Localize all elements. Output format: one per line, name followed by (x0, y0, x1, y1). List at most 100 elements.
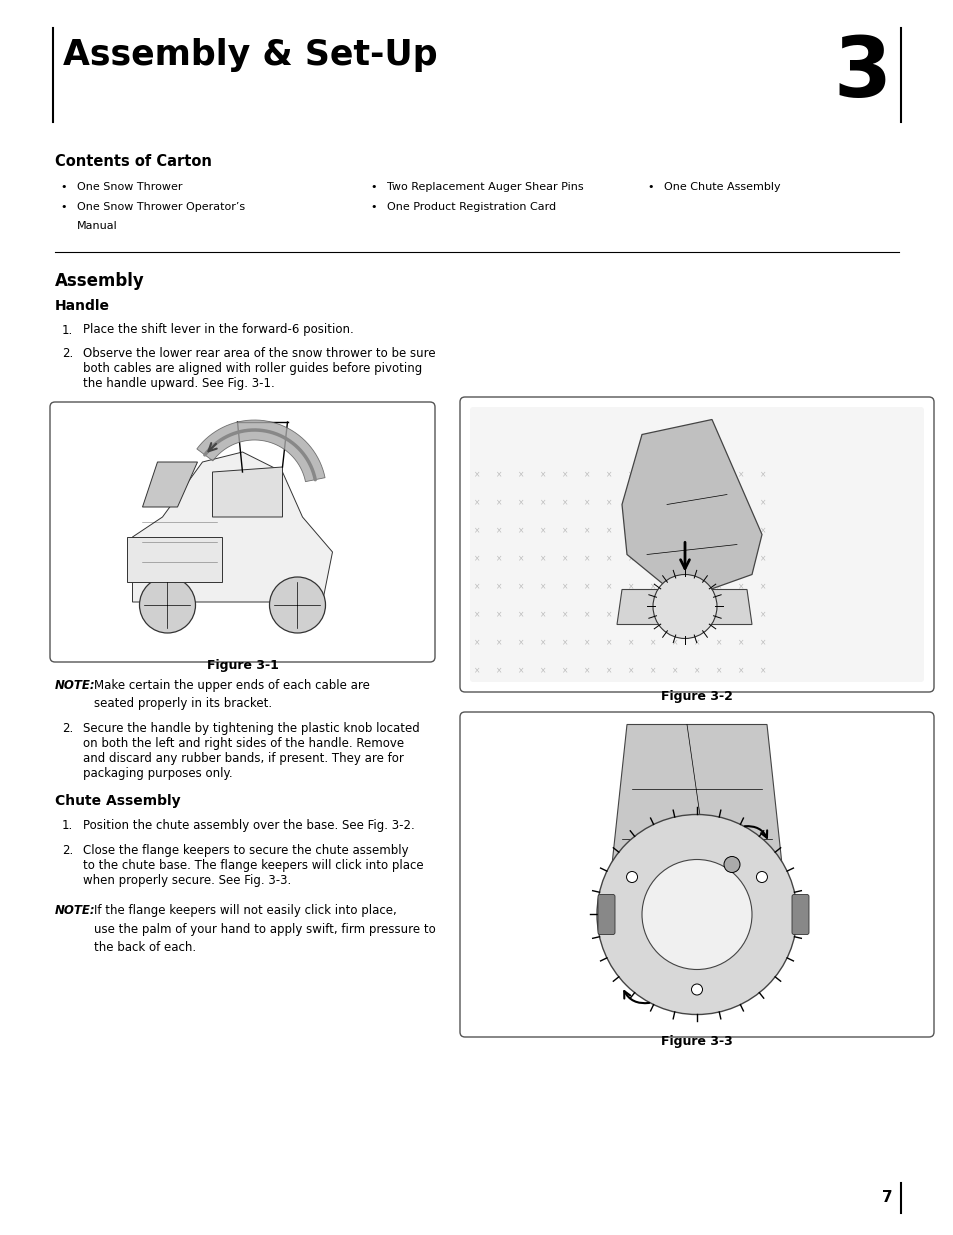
Text: ×: × (561, 555, 568, 563)
Text: ×: × (759, 610, 765, 619)
Text: Figure 3-2: Figure 3-2 (660, 690, 732, 703)
Text: 2.: 2. (62, 722, 73, 735)
Text: If the flange keepers will not easily click into place,: If the flange keepers will not easily cl… (93, 904, 395, 918)
Text: ×: × (517, 638, 523, 647)
Text: ×: × (649, 555, 656, 563)
Text: NOTE:: NOTE: (55, 679, 95, 692)
Text: Figure 3-3: Figure 3-3 (660, 1035, 732, 1049)
Text: Figure 3-1: Figure 3-1 (207, 659, 278, 672)
Text: ×: × (561, 471, 568, 479)
Text: ×: × (649, 610, 656, 619)
Text: ×: × (693, 610, 700, 619)
Text: ×: × (561, 666, 568, 676)
Text: ×: × (539, 666, 546, 676)
Text: ×: × (759, 582, 765, 592)
Circle shape (641, 860, 751, 969)
Text: ×: × (671, 555, 678, 563)
Text: •: • (60, 182, 67, 191)
Polygon shape (128, 537, 222, 582)
Text: ×: × (561, 638, 568, 647)
Text: ×: × (737, 610, 743, 619)
Text: ×: × (759, 666, 765, 676)
Text: ×: × (737, 555, 743, 563)
Text: ×: × (605, 526, 612, 535)
Polygon shape (621, 420, 761, 599)
Text: ×: × (517, 498, 523, 508)
Text: ×: × (649, 498, 656, 508)
Text: ×: × (496, 471, 501, 479)
Text: One Chute Assembly: One Chute Assembly (663, 182, 780, 191)
Text: ×: × (605, 582, 612, 592)
Text: the back of each.: the back of each. (93, 941, 195, 955)
Text: ×: × (671, 498, 678, 508)
Text: ×: × (474, 526, 479, 535)
Text: ×: × (561, 526, 568, 535)
Text: ×: × (539, 498, 546, 508)
Polygon shape (612, 725, 781, 864)
Text: ×: × (649, 471, 656, 479)
Text: ×: × (474, 638, 479, 647)
Text: ×: × (671, 582, 678, 592)
Text: 3: 3 (832, 33, 890, 114)
Text: ×: × (539, 610, 546, 619)
Text: ×: × (605, 471, 612, 479)
Text: ×: × (693, 638, 700, 647)
Text: ×: × (671, 610, 678, 619)
Text: ×: × (649, 582, 656, 592)
Text: ×: × (671, 638, 678, 647)
Circle shape (652, 574, 717, 638)
Text: ×: × (693, 471, 700, 479)
Text: ×: × (474, 555, 479, 563)
FancyBboxPatch shape (470, 408, 923, 682)
Text: ×: × (583, 526, 590, 535)
Text: Position the chute assembly over the base. See Fig. 3-2.: Position the chute assembly over the bas… (83, 819, 415, 832)
Text: ×: × (649, 638, 656, 647)
Text: ×: × (627, 666, 634, 676)
Polygon shape (213, 467, 282, 517)
Text: •: • (370, 182, 376, 191)
FancyBboxPatch shape (50, 403, 435, 662)
Text: ×: × (715, 555, 721, 563)
Text: ×: × (737, 498, 743, 508)
Text: use the palm of your hand to apply swift, firm pressure to: use the palm of your hand to apply swift… (93, 923, 435, 936)
Text: ×: × (627, 638, 634, 647)
Text: ×: × (605, 638, 612, 647)
Text: 1.: 1. (62, 819, 73, 832)
Text: ×: × (693, 498, 700, 508)
Text: ×: × (474, 610, 479, 619)
Text: ×: × (693, 555, 700, 563)
Text: Close the flange keepers to secure the chute assembly
to the chute base. The fla: Close the flange keepers to secure the c… (83, 845, 423, 888)
Text: ×: × (496, 610, 501, 619)
Text: ×: × (715, 582, 721, 592)
Text: ×: × (496, 582, 501, 592)
Text: •: • (646, 182, 653, 191)
Text: ×: × (715, 498, 721, 508)
Text: 1.: 1. (62, 324, 73, 336)
Text: ×: × (737, 638, 743, 647)
Circle shape (139, 577, 195, 634)
Text: Assembly: Assembly (55, 272, 145, 289)
Text: 2.: 2. (62, 845, 73, 857)
Text: ×: × (517, 555, 523, 563)
Text: ×: × (561, 498, 568, 508)
Text: Manual: Manual (77, 221, 117, 231)
Text: ×: × (759, 498, 765, 508)
Text: ×: × (539, 526, 546, 535)
Text: seated properly in its bracket.: seated properly in its bracket. (93, 698, 272, 710)
Text: •: • (370, 203, 376, 212)
Text: ×: × (496, 498, 501, 508)
Text: ×: × (715, 526, 721, 535)
Text: ×: × (539, 471, 546, 479)
Text: 2.: 2. (62, 347, 73, 359)
Text: ×: × (737, 526, 743, 535)
Text: ×: × (474, 666, 479, 676)
Text: ×: × (759, 638, 765, 647)
Circle shape (626, 872, 637, 883)
Circle shape (597, 815, 796, 1014)
Text: One Product Registration Card: One Product Registration Card (387, 203, 556, 212)
Polygon shape (617, 589, 751, 625)
Circle shape (691, 984, 701, 995)
Text: ×: × (715, 471, 721, 479)
Text: ×: × (539, 582, 546, 592)
Text: ×: × (671, 471, 678, 479)
